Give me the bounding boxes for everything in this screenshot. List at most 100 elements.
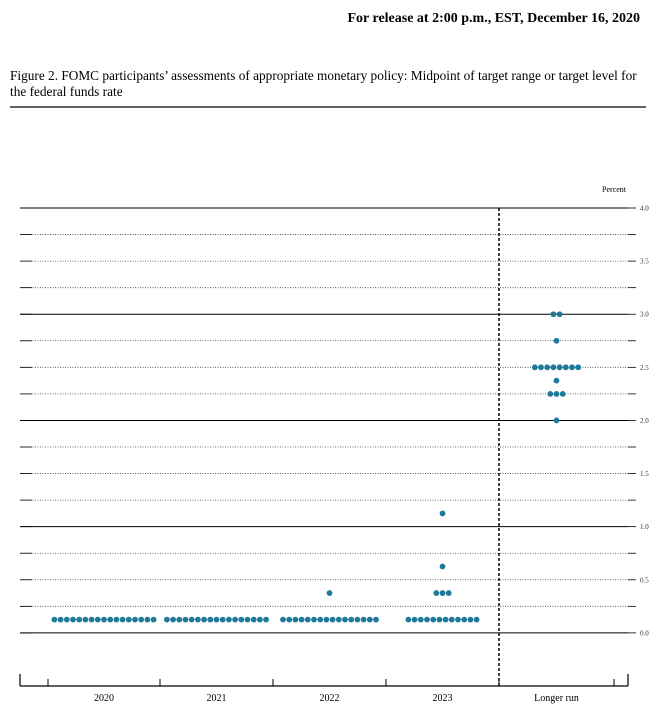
dot <box>553 337 560 344</box>
dot <box>461 616 468 623</box>
dot <box>63 616 70 623</box>
x-tick-label: 2023 <box>433 693 453 704</box>
dot <box>329 616 336 623</box>
dot <box>544 364 551 371</box>
dot <box>207 616 214 623</box>
dot <box>405 616 412 623</box>
dot <box>311 616 317 623</box>
dot <box>411 616 418 623</box>
dot <box>417 616 424 623</box>
chart-title: Figure 2. FOMC participants’ assessments… <box>10 68 637 99</box>
dot <box>150 616 157 623</box>
dot <box>424 616 430 623</box>
y-tick-label: 0.5 <box>640 576 649 584</box>
dot <box>113 616 120 623</box>
dot <box>213 616 220 623</box>
caption-box: Figure 2. FOMC participants’ assessments… <box>10 68 637 99</box>
dot <box>360 616 367 623</box>
dot <box>219 616 226 623</box>
dot <box>125 616 132 623</box>
x-tick-label: 2021 <box>207 693 227 704</box>
dot <box>57 616 64 623</box>
dot <box>238 616 245 623</box>
x-tick-label: 2020 <box>94 693 114 704</box>
dot <box>473 616 480 623</box>
dot <box>94 616 101 623</box>
dot <box>550 311 557 318</box>
dot <box>439 590 446 596</box>
y-tick-label: 2.5 <box>640 364 649 372</box>
dot <box>195 616 201 623</box>
dot <box>201 616 208 623</box>
dot <box>439 510 446 517</box>
dot <box>556 364 563 371</box>
dot <box>88 616 95 623</box>
dot <box>323 616 330 623</box>
dot <box>553 417 560 424</box>
dot <box>559 390 566 397</box>
dot <box>448 616 455 623</box>
release-note: For release at 2:00 p.m., EST, December … <box>347 11 640 26</box>
dot <box>445 590 452 596</box>
y-tick-label: 0.0 <box>640 629 649 637</box>
dot <box>70 616 76 623</box>
dot <box>298 616 305 623</box>
dot <box>335 616 342 623</box>
y-tick-label: 3.0 <box>640 311 649 319</box>
dot <box>82 616 89 623</box>
dot <box>433 590 440 596</box>
dot <box>354 616 361 623</box>
dot <box>373 616 379 623</box>
dot <box>232 616 239 623</box>
dot <box>226 616 232 623</box>
dot <box>550 364 557 371</box>
dot <box>575 364 582 371</box>
dot <box>455 616 461 623</box>
y-tick-label: 1.5 <box>640 470 649 478</box>
dot <box>553 377 560 384</box>
dot <box>51 616 58 623</box>
dot <box>342 616 348 623</box>
dot <box>547 390 554 397</box>
dot <box>263 616 269 623</box>
dot <box>317 616 324 623</box>
dot <box>569 364 575 371</box>
dot <box>292 616 299 623</box>
dot <box>176 616 183 623</box>
dot <box>439 563 446 570</box>
dot <box>348 616 355 623</box>
dot <box>556 311 563 318</box>
dot <box>304 616 311 623</box>
dot <box>244 616 251 623</box>
dot <box>107 616 114 623</box>
dot <box>562 364 569 371</box>
dot <box>138 616 145 623</box>
dot <box>280 616 286 623</box>
dot <box>119 616 126 623</box>
dot <box>442 616 449 623</box>
dot <box>436 616 443 623</box>
dot <box>164 616 170 623</box>
y-tick-label: 4.0 <box>640 205 649 213</box>
dot <box>366 616 373 623</box>
dot <box>144 616 151 623</box>
dot <box>326 590 333 596</box>
dot <box>553 390 560 397</box>
dot <box>257 616 263 623</box>
dot <box>250 616 257 623</box>
dot <box>188 616 195 623</box>
y-tick-label: 1.0 <box>640 523 649 531</box>
x-tick-label: Longer run <box>534 693 579 704</box>
dot <box>286 616 293 623</box>
dot <box>182 616 189 623</box>
y-tick-label: 2.0 <box>640 417 649 425</box>
dot <box>538 364 544 371</box>
dot <box>467 616 474 623</box>
dot <box>132 616 138 623</box>
dot <box>76 616 83 623</box>
dot <box>430 616 437 623</box>
y-axis-label: Percent <box>602 185 627 194</box>
x-tick-label: 2022 <box>320 693 340 704</box>
dot <box>531 364 538 371</box>
